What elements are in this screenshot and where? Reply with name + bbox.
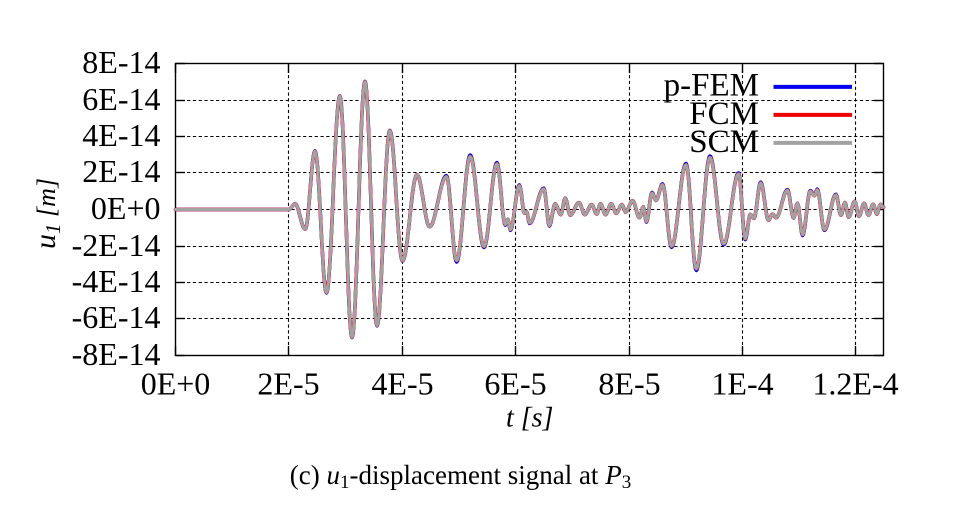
svg-text:FCM: FCM: [689, 96, 759, 132]
svg-text:(c) u1-displacement signal at: (c) u1-displacement signal at P3: [290, 460, 631, 493]
svg-text:-4E-14: -4E-14: [72, 263, 161, 299]
svg-text:1E-4: 1E-4: [711, 366, 773, 402]
svg-text:p-FEM: p-FEM: [664, 68, 759, 104]
svg-text:4E-14: 4E-14: [82, 117, 160, 153]
svg-text:8E-14: 8E-14: [82, 44, 160, 80]
svg-text:1.2E-4: 1.2E-4: [812, 366, 898, 402]
svg-text:u1 [m]: u1 [m]: [29, 178, 65, 249]
svg-text:t [s]: t [s]: [506, 403, 553, 434]
svg-text:8E-5: 8E-5: [598, 366, 660, 402]
svg-text:-8E-14: -8E-14: [72, 336, 161, 372]
svg-text:2E-5: 2E-5: [257, 366, 319, 402]
svg-text:-2E-14: -2E-14: [72, 227, 161, 263]
svg-text:0E+0: 0E+0: [141, 366, 211, 402]
svg-text:6E-5: 6E-5: [484, 366, 546, 402]
svg-text:SCM: SCM: [689, 124, 759, 160]
svg-text:2E-14: 2E-14: [82, 153, 160, 189]
svg-text:6E-14: 6E-14: [82, 81, 160, 117]
svg-text:0E+0: 0E+0: [91, 190, 161, 226]
svg-text:4E-5: 4E-5: [371, 366, 433, 402]
svg-text:-6E-14: -6E-14: [72, 299, 161, 335]
